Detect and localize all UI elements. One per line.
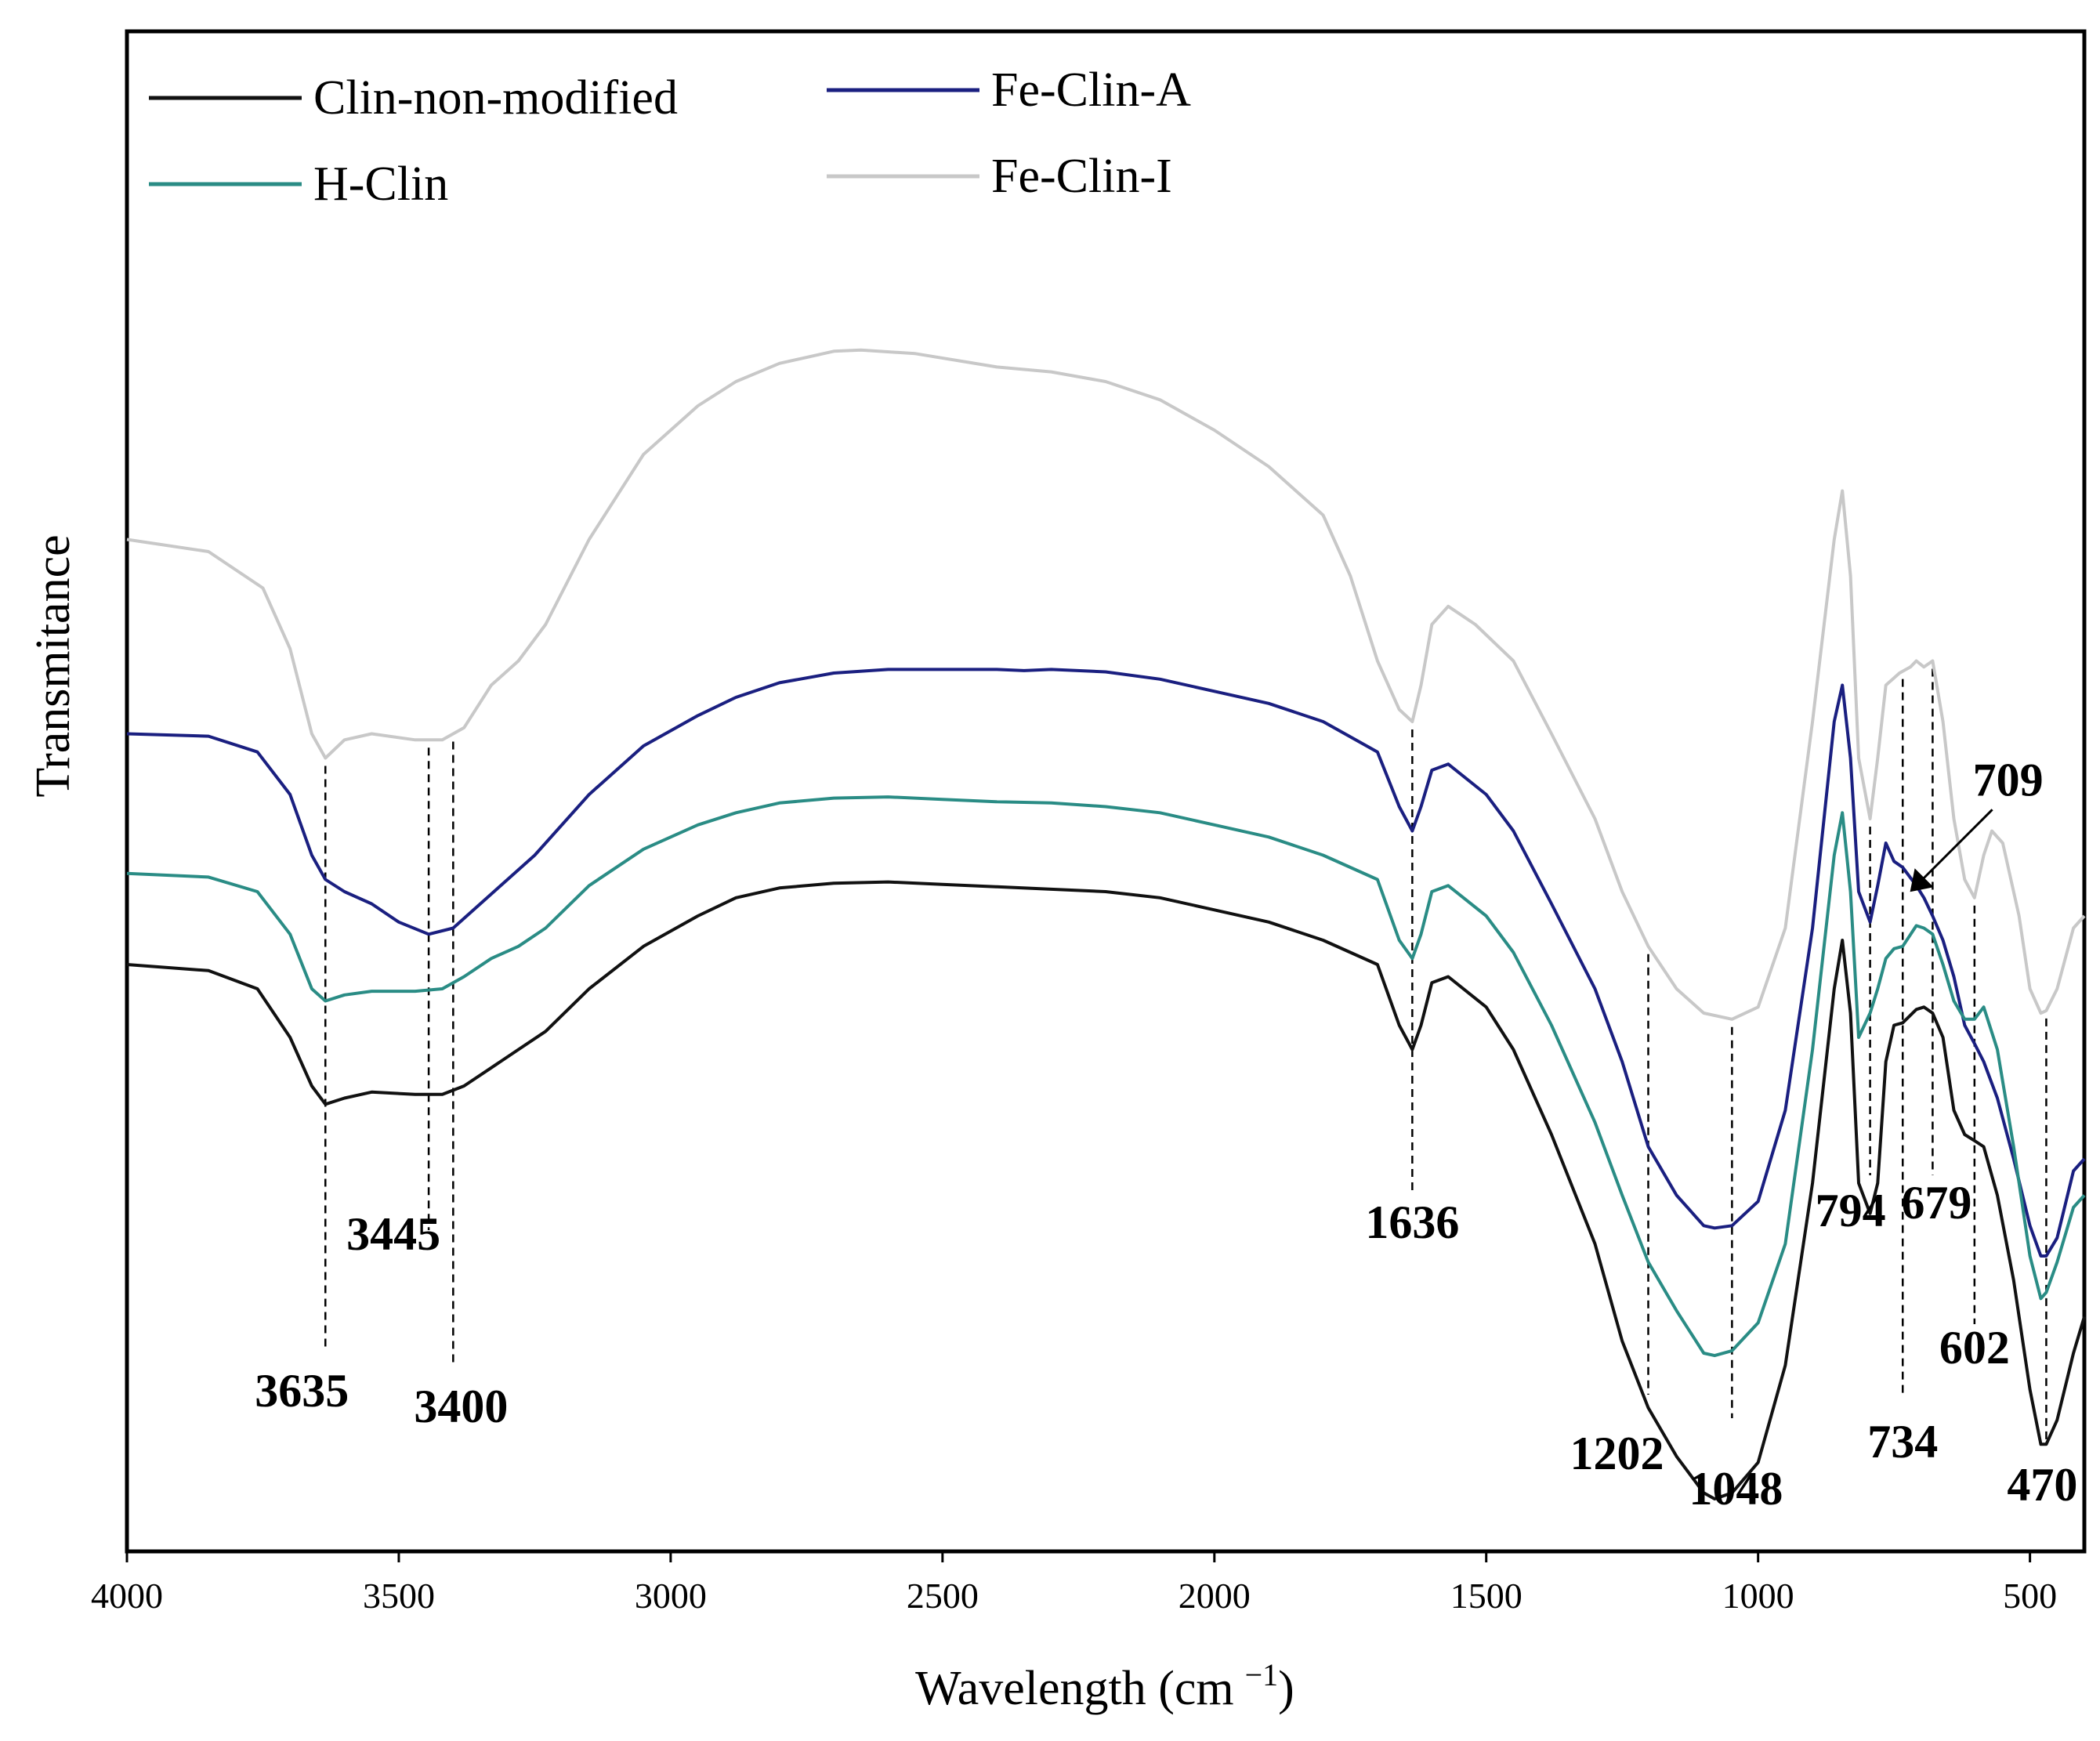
- legend-label-h-clin: H-Clin: [313, 157, 448, 211]
- peak-label-1202: 1202: [1570, 1428, 1664, 1479]
- peak-label-734: 734: [1867, 1416, 1938, 1468]
- peak-annotations: 3635 3445 3400 1636 1202 1048 794 734 709 679 602 4…: [255, 754, 2077, 1515]
- x-tick-label: 2000: [1179, 1576, 1251, 1616]
- x-tick-label: 1500: [1450, 1576, 1522, 1616]
- x-axis-title: Wavelength (cm −1): [915, 1657, 1294, 1715]
- x-tick-label: 3500: [363, 1576, 435, 1616]
- series-layer: [126, 348, 2086, 1500]
- legend: Clin-non-modified Fe-Clin-A H-Clin Fe-Clin-…: [149, 63, 1191, 211]
- x-tick-label: 500: [2003, 1576, 2057, 1616]
- series-line-h-clin: [126, 795, 2086, 1358]
- x-tick-label: 4000: [91, 1576, 163, 1616]
- peak-label-3635: 3635: [255, 1365, 349, 1417]
- legend-label-fe-clin-a: Fe-Clin-A: [991, 63, 1191, 117]
- peak-label-470: 470: [2007, 1459, 2077, 1511]
- x-tick-label: 1000: [1722, 1576, 1794, 1616]
- peak-label-1048: 1048: [1689, 1463, 1783, 1515]
- x-tick-label: 2500: [907, 1576, 979, 1616]
- peak-label-709: 709: [1973, 754, 2044, 805]
- peak-label-602: 602: [1939, 1322, 2010, 1374]
- peak-label-1636: 1636: [1365, 1196, 1459, 1248]
- arrow-709-head: [1910, 868, 1934, 892]
- x-axis: 4000 3500 3000 2500 2000 1500 1000 500: [91, 1551, 2057, 1616]
- legend-label-clin-non-modified: Clin-non-modified: [313, 71, 678, 125]
- peak-label-794: 794: [1816, 1185, 1886, 1236]
- series-line-clin-non-modified: [126, 880, 2086, 1500]
- peak-label-3400: 3400: [414, 1381, 508, 1432]
- peak-label-3445: 3445: [346, 1208, 440, 1260]
- x-tick-label: 3000: [635, 1576, 707, 1616]
- legend-label-fe-clin-i: Fe-Clin-I: [991, 150, 1172, 203]
- series-line-fe-clin-a: [126, 668, 2086, 1258]
- y-axis-title: Transmitance: [27, 534, 80, 797]
- arrow-709-line: [1921, 809, 1993, 881]
- series-line-fe-clin-i: [126, 348, 2086, 1021]
- peak-label-679: 679: [1901, 1177, 1971, 1229]
- plot-frame: [125, 29, 2087, 1554]
